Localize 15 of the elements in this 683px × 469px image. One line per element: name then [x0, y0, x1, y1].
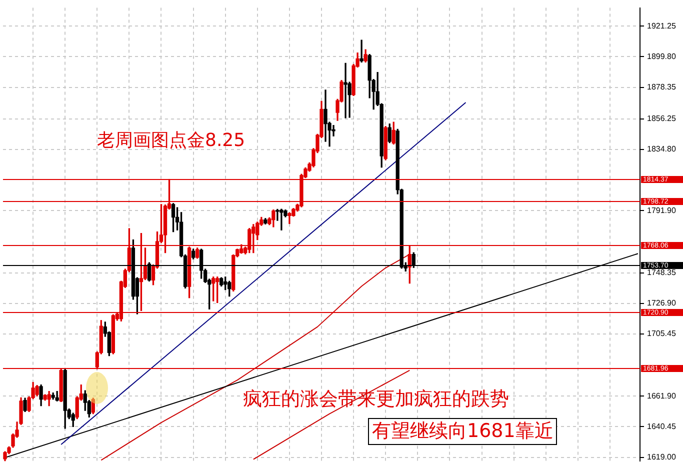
text: 老周画图点金8.25 — [97, 130, 246, 151]
annotation: 有望继续向1681靠近 — [368, 418, 558, 445]
y-tick-label: 1661.90 — [647, 391, 676, 400]
y-tick-label: 1748.35 — [647, 268, 676, 278]
y-tick-label: 1705.45 — [647, 329, 676, 338]
annotation: 疯狂的涨会带来更加疯狂的跌势 — [243, 388, 509, 410]
y-tick-label: 1899.80 — [647, 52, 676, 61]
y-tick-label: 1878.35 — [647, 82, 676, 92]
y-tick-label: 1640.45 — [647, 422, 676, 431]
y-tick-label: 1921.25 — [647, 21, 676, 30]
y-tick-label: 1726.90 — [647, 298, 676, 308]
y-tick-label: 1791.90 — [647, 206, 676, 215]
y-tick-label: 1619.00 — [647, 452, 676, 462]
y-tick-label: 1856.25 — [647, 114, 676, 124]
y-tick-label: 1834.80 — [647, 144, 676, 154]
